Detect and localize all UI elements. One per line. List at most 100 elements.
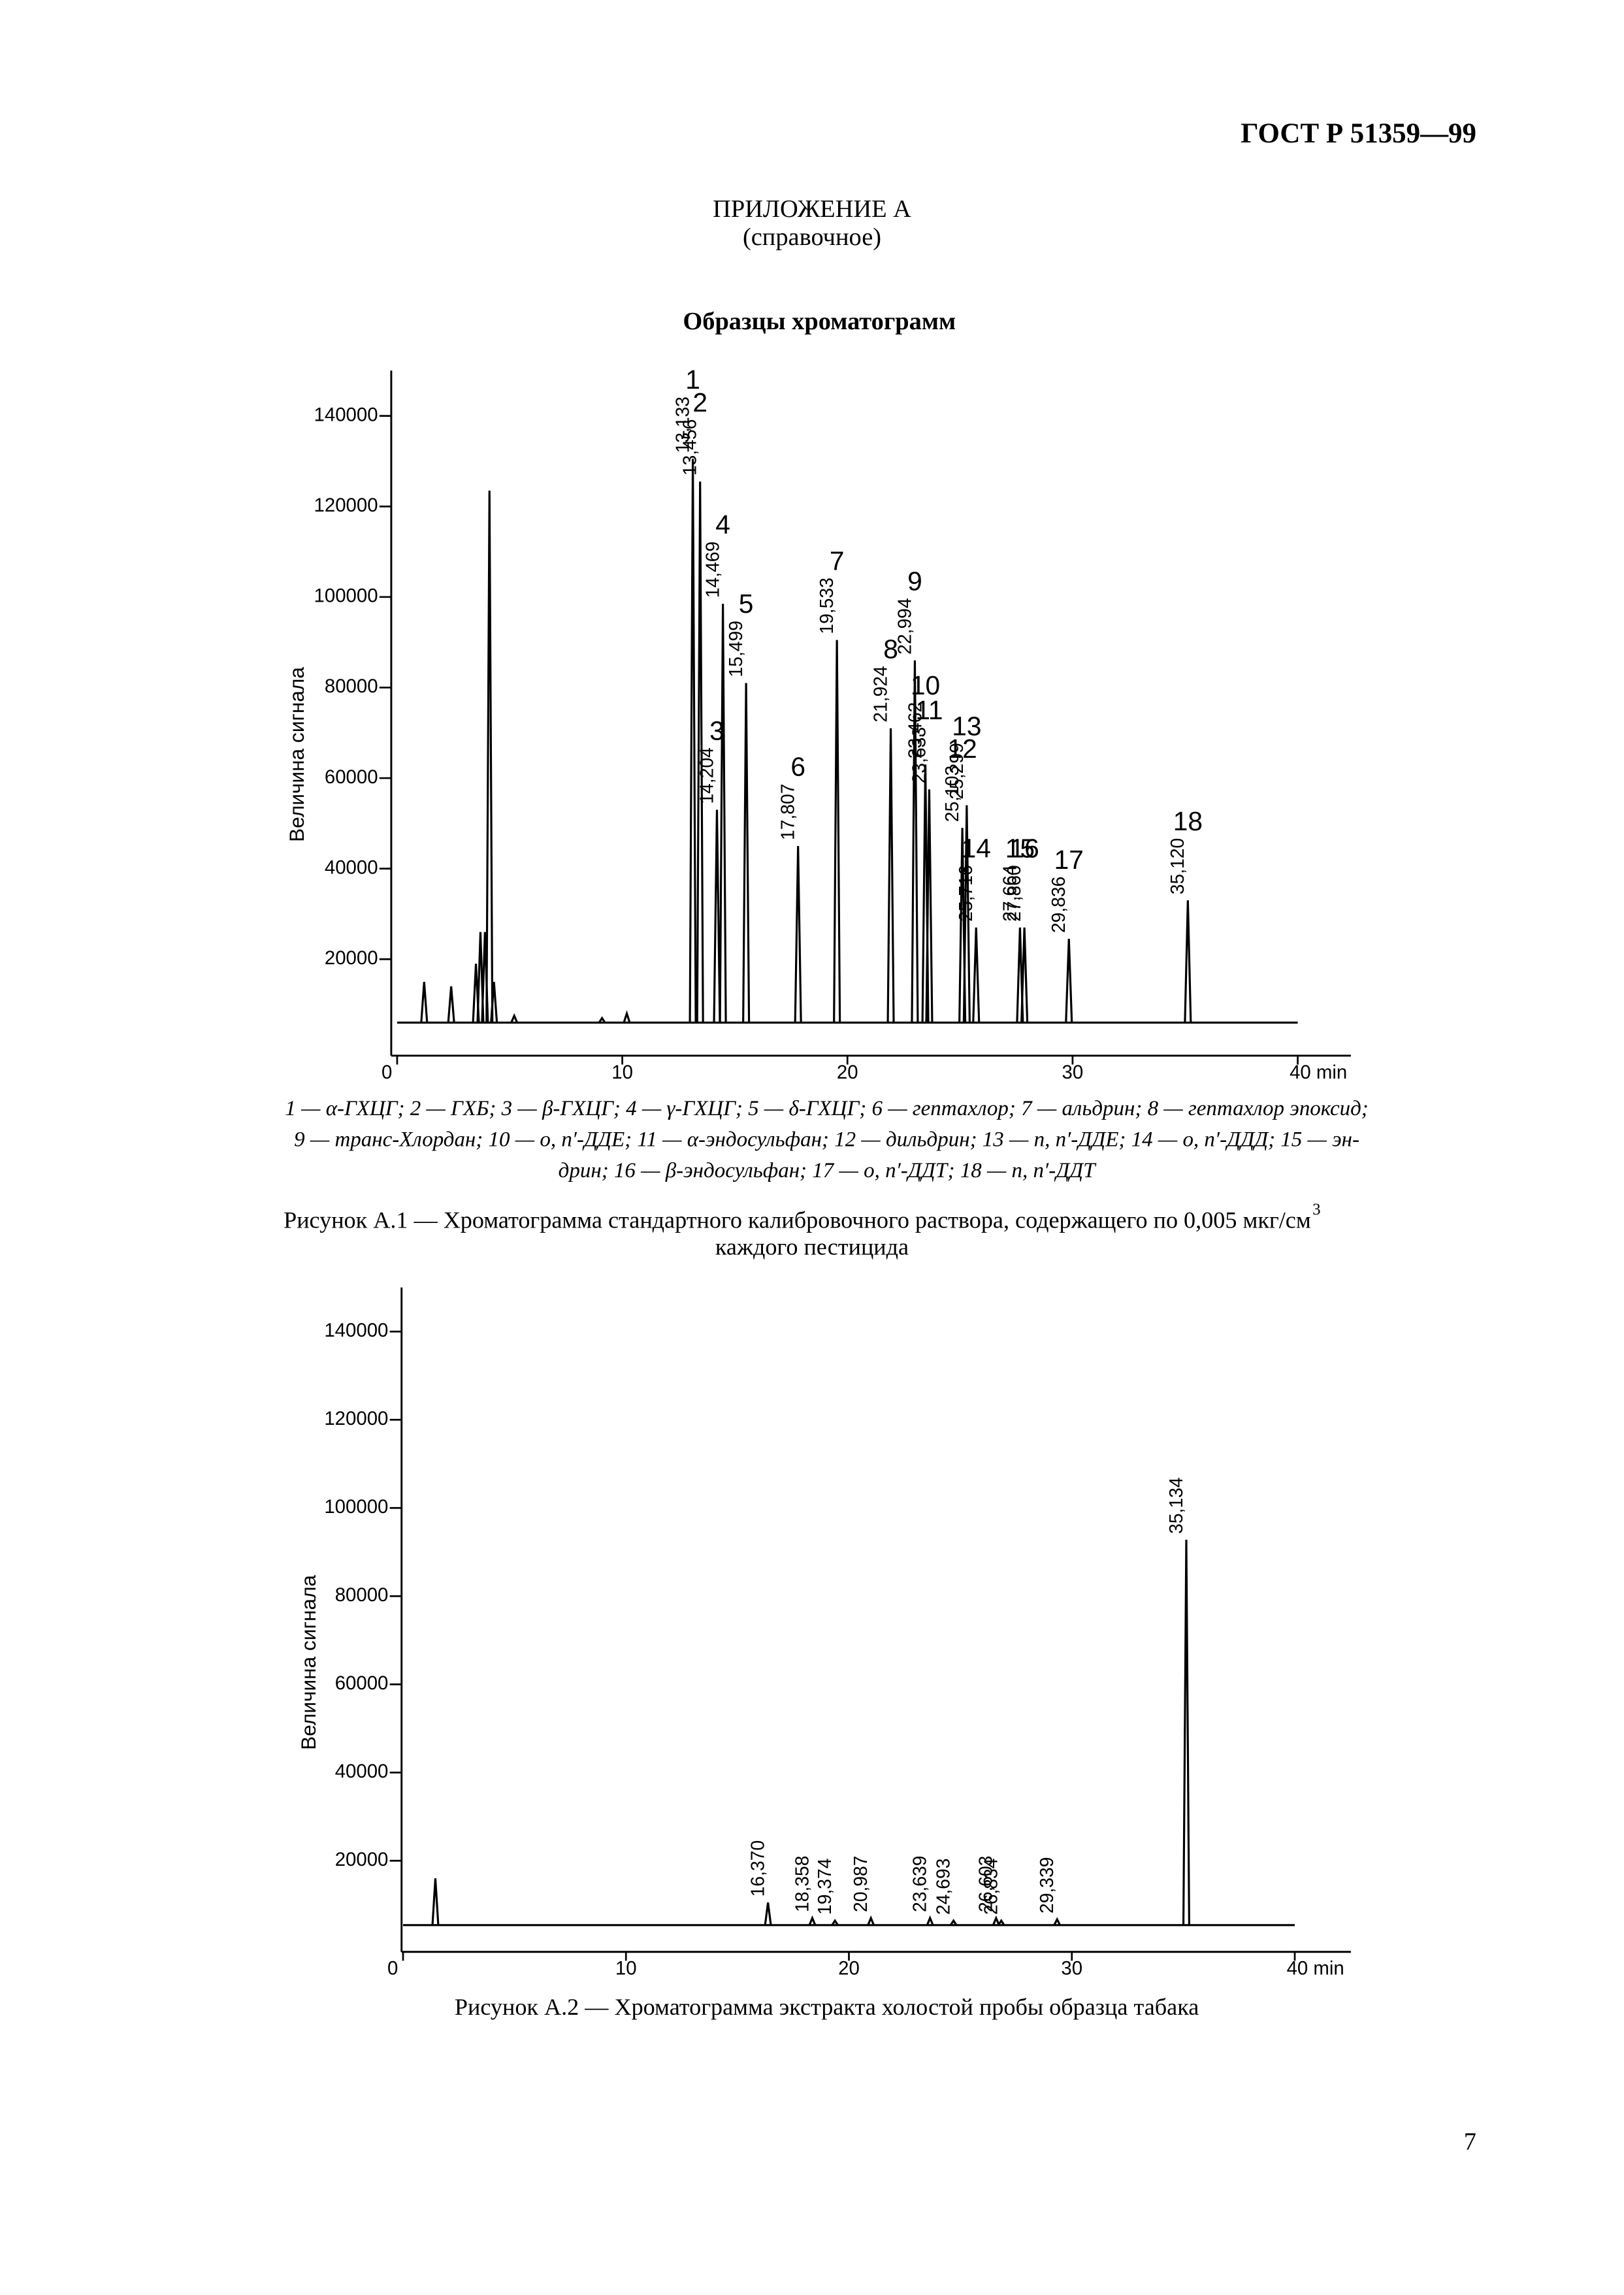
peak	[831, 1919, 839, 1926]
figure-caption: каждого пестицида	[715, 1233, 909, 1260]
peak-label: 15,499	[725, 621, 746, 677]
peak	[962, 805, 971, 1023]
legend-line: 1 — α-ГХЦГ; 2 — ГХБ; 3 — β-ГХЦГ; 4 — γ-Г…	[285, 1097, 1368, 1120]
figure-caption: Рисунок А.1 — Хроматограмма стандартного…	[284, 1207, 1311, 1233]
peak-number: 2	[692, 387, 707, 417]
peak	[510, 1013, 519, 1023]
peak-label: 13,456	[679, 419, 700, 476]
peak	[972, 927, 981, 1023]
peak-number: 7	[830, 545, 845, 576]
peak	[485, 490, 494, 1023]
peak-number: 1	[685, 365, 700, 395]
peak-label: 19,374	[814, 1859, 835, 1915]
y-tick-label: 140000	[314, 404, 378, 425]
x-tick-label: 40 min	[1290, 1062, 1347, 1083]
legend-line: 9 — транс-Хлордан; 10 — о, n′-ДДЕ; 11 — …	[294, 1128, 1359, 1152]
peak-label: 13,133	[672, 397, 692, 453]
y-tick-label: 120000	[314, 495, 378, 516]
peak-label: 24,693	[933, 1859, 954, 1915]
y-tick-label: 120000	[324, 1408, 388, 1429]
appendix-title: ПРИЛОЖЕНИЕ А	[713, 195, 911, 223]
y-tick-label: 100000	[314, 585, 378, 607]
peak	[1182, 1539, 1190, 1925]
peak-label: 19,533	[816, 578, 837, 634]
peak	[926, 1915, 934, 1926]
x-tick-label: 10	[611, 1062, 633, 1083]
peak-label: 29,836	[1048, 877, 1069, 933]
peak	[447, 986, 455, 1023]
peak	[1184, 900, 1192, 1023]
peak-number: 15	[1005, 833, 1035, 863]
peak	[794, 845, 802, 1023]
x-tick-label: 20	[837, 1062, 858, 1083]
peak-label: 18,358	[791, 1856, 812, 1912]
peak	[1020, 927, 1029, 1023]
peak	[713, 809, 721, 1023]
x-tick-label: 30	[1062, 1062, 1084, 1083]
y-tick-label: 140000	[324, 1320, 388, 1341]
peak	[490, 981, 498, 1023]
peak-number: 11	[915, 695, 943, 725]
peak-label: 25,103	[941, 766, 962, 822]
page-number: 7	[1464, 2128, 1476, 2155]
peak-number: 17	[1054, 845, 1084, 875]
y-tick-label: 20000	[335, 1849, 389, 1870]
peak-label: 21,924	[869, 666, 890, 722]
appendix-subtitle: (справочное)	[743, 223, 881, 251]
peak-label: 14,469	[702, 542, 723, 598]
peak-number: 5	[739, 589, 754, 619]
x-tick-label: 0	[387, 1958, 398, 1979]
peak	[1053, 1917, 1062, 1926]
peak-number: 9	[907, 566, 922, 596]
peak-number: 6	[790, 752, 805, 782]
peak	[886, 728, 895, 1023]
legend-line: дрин; 16 — β-эндосульфан; 17 — о, n′-ДДТ…	[559, 1159, 1097, 1182]
y-tick-label: 60000	[325, 766, 378, 788]
peak-label: 23,633	[908, 727, 929, 783]
header: ГОСТ Р 51359—99	[1241, 118, 1476, 149]
peak	[696, 481, 704, 1023]
peak	[719, 604, 727, 1023]
peak-label: 22,994	[894, 598, 915, 654]
caption-superscript: 3	[1312, 1201, 1320, 1218]
peak	[992, 1915, 1000, 1926]
peak	[925, 789, 934, 1023]
peak-label: 23,639	[909, 1856, 930, 1912]
x-tick-label: 0	[382, 1062, 392, 1083]
peak-number: 3	[709, 715, 724, 745]
peak-number: 18	[1173, 806, 1203, 836]
peak-number: 16	[1010, 833, 1039, 863]
y-tick-label: 20000	[325, 947, 378, 969]
x-tick-label: 40 min	[1287, 1958, 1344, 1979]
peak	[623, 1010, 631, 1023]
peak-label: 20,987	[850, 1856, 871, 1912]
peak-label: 14,204	[696, 747, 717, 804]
peak	[431, 1878, 440, 1925]
peak-number: 8	[883, 634, 898, 664]
peak-label: 27,860	[1003, 865, 1024, 921]
peak	[689, 459, 697, 1023]
peak-label: 35,134	[1165, 1477, 1186, 1533]
y-tick-label: 60000	[335, 1672, 389, 1694]
y-tick-label: 80000	[335, 1584, 389, 1606]
peak	[742, 683, 751, 1023]
peak	[867, 1915, 875, 1926]
peak-number: 12	[947, 734, 977, 764]
peak-label: 29,339	[1036, 1857, 1057, 1913]
peak-label: 26,603	[975, 1856, 996, 1912]
peak-label: 35,120	[1167, 838, 1188, 894]
peak	[764, 1902, 772, 1925]
peak-label: 27,664	[999, 865, 1020, 921]
section-title: Образцы хроматограмм	[683, 308, 956, 335]
x-tick-label: 10	[615, 1958, 637, 1979]
peak-number: 13	[952, 711, 981, 741]
peak-label: 16,370	[747, 1840, 768, 1896]
y-axis-title: Величина сигнала	[297, 1574, 320, 1750]
peak-label: 25,299	[946, 743, 967, 799]
x-tick-label: 30	[1061, 1958, 1082, 1979]
peak	[420, 981, 429, 1023]
peak-label: 26,834	[981, 1859, 1001, 1915]
